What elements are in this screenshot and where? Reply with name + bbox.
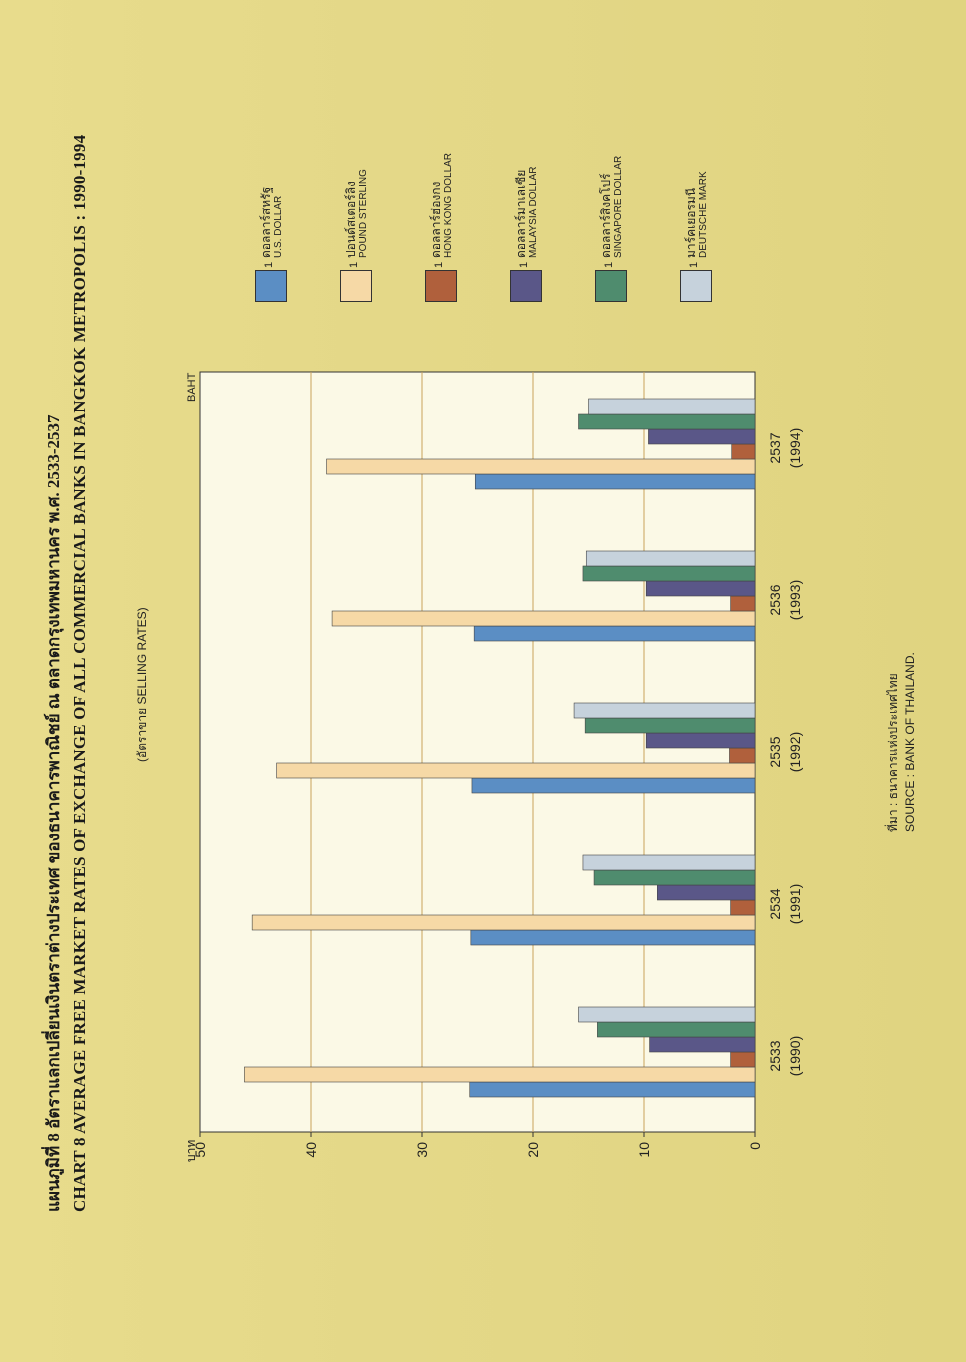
- bar: [470, 929, 756, 946]
- x-tick-sublabel: (1992): [787, 732, 803, 772]
- legend-label-english: U.S. DOLLAR: [273, 195, 284, 258]
- x-tick-label: 2534: [767, 888, 783, 919]
- legend-swatch: [255, 270, 287, 302]
- y-tick-label: 50: [192, 1142, 208, 1158]
- legend-number: 1: [433, 261, 445, 268]
- legend-swatch: [425, 270, 457, 302]
- bar: [649, 1036, 756, 1053]
- source-english: BANK OF THAILAND.: [903, 652, 917, 771]
- bar: [469, 1081, 756, 1098]
- bar: [251, 914, 756, 931]
- bar: [648, 428, 756, 445]
- bar: [578, 413, 756, 430]
- legend-swatch: [680, 270, 712, 302]
- legend-item-singapore-dollar: 1 ดอลลาร์สิงคโปร์ SINGAPORE DOLLAR: [595, 22, 675, 302]
- legend-swatch: [595, 270, 627, 302]
- bar: [731, 443, 756, 460]
- bar: [584, 717, 756, 734]
- legend-swatch: [510, 270, 542, 302]
- bar: [582, 854, 756, 871]
- legend-item-malaysia-dollar: 1 ดอลลาร์มาเลเซีย MALAYSIA DOLLAR: [510, 22, 590, 302]
- bar: [582, 565, 756, 582]
- legend-number: 1: [518, 261, 530, 268]
- bar: [593, 869, 756, 886]
- bar: [730, 1051, 756, 1068]
- source-eng-label: SOURCE :: [903, 773, 917, 832]
- bar: [276, 762, 756, 779]
- x-tick-sublabel: (1991): [787, 884, 803, 924]
- legend-item-us-dollar: 1 ดอลลาร์สหรัฐ U.S. DOLLAR: [255, 22, 335, 302]
- bar: [331, 610, 756, 627]
- y-axis-label-thai: บาท: [184, 1140, 198, 1162]
- bar: [471, 777, 756, 794]
- x-tick-label: 2535: [767, 736, 783, 767]
- bar: [585, 550, 756, 567]
- legend-number: 1: [603, 261, 615, 268]
- y-tick-label: 10: [636, 1142, 652, 1158]
- bar: [645, 732, 756, 749]
- legend-item-deutsche-mark: 1 มาร์คเยอรมนี DEUTSCHE MARK: [680, 22, 760, 302]
- y-tick-label: 0: [747, 1142, 763, 1150]
- y-tick-label: 40: [303, 1142, 319, 1158]
- legend-swatch: [340, 270, 372, 302]
- legend-label-english: HONG KONG DOLLAR: [443, 152, 454, 258]
- bar: [730, 899, 756, 916]
- source-thai-label: ที่มา :: [886, 802, 900, 832]
- legend-item-hong-kong-dollar: 1 ดอลลาร์ฮ่องกง HONG KONG DOLLAR: [425, 22, 505, 302]
- x-tick-label: 2537: [767, 432, 783, 463]
- legend-label-english: SINGAPORE DOLLAR: [613, 155, 624, 258]
- bar: [473, 625, 756, 642]
- y-tick-label: 20: [525, 1142, 541, 1158]
- bar: [657, 884, 756, 901]
- y-tick-label: 30: [414, 1142, 430, 1158]
- y-axis-label-english: BAHT: [186, 372, 198, 402]
- bar: [244, 1066, 756, 1083]
- source-thai: ธนาคารแห่งประเทศไทย: [886, 673, 900, 800]
- bar: [730, 595, 756, 612]
- legend-number: 1: [348, 261, 360, 268]
- x-tick-sublabel: (1990): [787, 1036, 803, 1076]
- source-note: ที่มา : ธนาคารแห่งประเทศไทย SOURCE : BAN…: [885, 652, 919, 832]
- bar: [573, 702, 756, 719]
- legend-label-english: DEUTSCHE MARK: [698, 171, 709, 258]
- bar: [474, 473, 756, 490]
- bar: [326, 458, 756, 475]
- bar: [729, 747, 756, 764]
- legend-number: 1: [688, 261, 700, 268]
- bar: [597, 1021, 756, 1038]
- x-tick-label: 2533: [767, 1040, 783, 1071]
- x-tick-label: 2536: [767, 584, 783, 615]
- bar: [588, 398, 756, 415]
- x-tick-sublabel: (1993): [787, 580, 803, 620]
- bar: [578, 1006, 756, 1023]
- legend-number: 1: [263, 261, 275, 268]
- legend-label-english: POUND STERLING: [358, 169, 369, 258]
- legend-label-english: MALAYSIA DOLLAR: [528, 166, 539, 258]
- legend-item-pound-sterling: 1 ปอนด์สเตอร์ลิง POUND STERLING: [340, 22, 420, 302]
- bar: [645, 580, 756, 597]
- x-tick-sublabel: (1994): [787, 428, 803, 468]
